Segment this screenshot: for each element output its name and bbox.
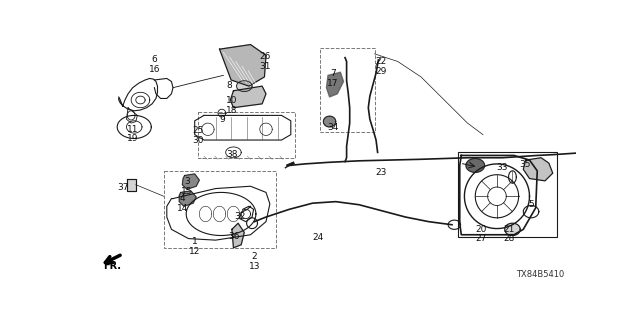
Text: 9: 9 (220, 116, 225, 124)
Text: 8: 8 (227, 81, 232, 90)
Text: 22
29: 22 29 (375, 57, 387, 76)
Bar (164, 171, 276, 248)
Text: 25
30: 25 30 (192, 126, 204, 145)
Text: 3
15: 3 15 (181, 177, 193, 196)
Text: 2
13: 2 13 (248, 252, 260, 271)
Text: 20
27: 20 27 (476, 225, 487, 244)
Polygon shape (323, 116, 336, 127)
Text: 33: 33 (497, 163, 508, 172)
Text: 7
17: 7 17 (327, 69, 339, 88)
Text: 10
18: 10 18 (226, 96, 237, 115)
Text: 32: 32 (235, 212, 246, 221)
Text: 26
31: 26 31 (259, 52, 271, 71)
Bar (320, 48, 374, 132)
Text: 21
28: 21 28 (503, 225, 515, 244)
Bar (198, 112, 294, 158)
Polygon shape (182, 174, 199, 189)
Text: 38: 38 (226, 150, 237, 159)
Polygon shape (466, 158, 484, 172)
Text: 35: 35 (519, 160, 531, 169)
Text: 5: 5 (528, 200, 534, 209)
Text: 4
14: 4 14 (177, 194, 188, 212)
Polygon shape (505, 223, 520, 236)
Polygon shape (326, 72, 344, 97)
Text: 24: 24 (312, 233, 324, 242)
Polygon shape (230, 86, 266, 108)
Text: 11
19: 11 19 (127, 124, 138, 143)
Text: 37: 37 (118, 183, 129, 192)
Text: 34: 34 (327, 123, 339, 132)
Bar (458, 152, 557, 237)
Text: 1
12: 1 12 (189, 237, 200, 256)
Text: 6
16: 6 16 (148, 55, 160, 74)
Polygon shape (232, 223, 244, 248)
Polygon shape (179, 191, 196, 206)
Polygon shape (237, 81, 252, 92)
Polygon shape (127, 179, 136, 191)
Text: 36: 36 (228, 232, 240, 241)
Text: FR.: FR. (103, 261, 121, 271)
Polygon shape (220, 44, 266, 86)
Polygon shape (524, 158, 553, 181)
Text: 23: 23 (375, 168, 387, 177)
Text: TX84B5410: TX84B5410 (516, 270, 564, 279)
